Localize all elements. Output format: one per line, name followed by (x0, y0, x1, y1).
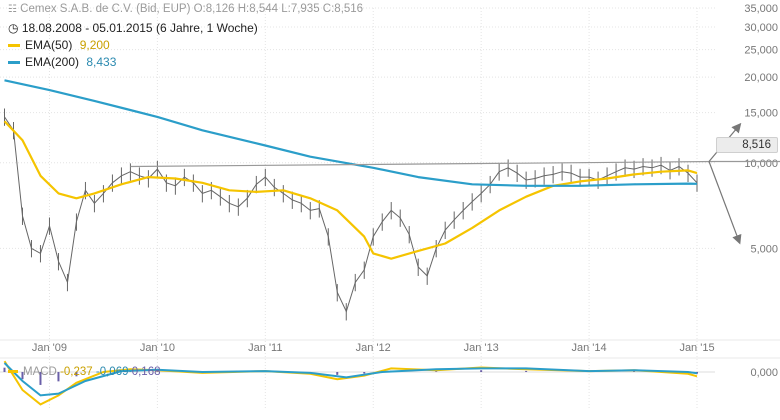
ema200-swatch (8, 61, 20, 65)
open-label: O: (193, 3, 206, 15)
grid (0, 7, 780, 410)
open-value: 8,126 (205, 3, 235, 15)
legend-ema200[interactable]: EMA(200) 8,433 (8, 55, 116, 69)
y-tick-label: 5,000 (750, 243, 778, 255)
chart-logo-icon: ☷ (8, 4, 17, 15)
macd-y-tick-label: 0,000 (750, 367, 778, 379)
macd-swatch (8, 370, 18, 374)
low-value: 7,935 (290, 3, 320, 15)
macd-value2: -0,069 (95, 366, 129, 378)
ema200-label: EMA(200) (25, 55, 80, 69)
macd-legend[interactable]: MACD -0,237 -0,069 0,168 (8, 366, 160, 378)
period-line: ◷ 18.08.2008 - 05.01.2015 (6 Jahre, 1 Wo… (8, 21, 258, 35)
ema50-swatch (8, 44, 20, 48)
x-tick-label: Jan '14 (572, 342, 607, 354)
x-tick-label: Jan '11 (248, 342, 282, 354)
low-label: L: (281, 3, 291, 15)
price-line (4, 116, 698, 313)
macd-value3: 0,168 (131, 366, 161, 378)
x-tick-label: Jan '09 (32, 342, 67, 354)
signal-line (3, 362, 698, 397)
y-tick-label: 10,000 (744, 158, 778, 170)
x-axis: Jan '09 Jan '10 Jan '11 Jan '12 Jan '13 Jan '… (32, 342, 715, 354)
y-tick-label: 25,000 (744, 45, 778, 57)
clock-icon: ◷ (8, 21, 19, 35)
ema200-line (4, 79, 698, 187)
x-tick-label: Jan '12 (356, 342, 391, 354)
close-label: C: (322, 3, 335, 15)
period-text: 18.08.2008 - 05.01.2015 (6 Jahre, 1 Woch… (21, 21, 258, 35)
y-tick-label: 15,000 (744, 108, 778, 120)
arrow-down (708, 161, 742, 245)
macd-panel: 0,000 (0, 360, 778, 406)
ema200-value: 8,433 (86, 55, 117, 69)
x-tick-label: Jan '13 (464, 342, 499, 354)
instrument-title: Cemex S.A.B. de C.V. (Bid, EUP) (20, 3, 191, 15)
y-tick-label: 20,000 (744, 72, 778, 84)
price-badge-value: 8,516 (742, 139, 771, 151)
resistance-trendline (130, 160, 716, 168)
x-tick-label: Jan '10 (140, 342, 175, 354)
high-value: 8,544 (249, 3, 279, 15)
header-quote-line: ☷ Cemex S.A.B. de C.V. (Bid, EUP) O:8,12… (8, 3, 363, 15)
close-value: 8,516 (334, 3, 364, 15)
y-tick-label: 35,000 (744, 3, 778, 15)
y-tick-label: 30,000 (744, 22, 778, 34)
y-axis: 35,000 30,000 25,000 20,000 15,000 10,000 5,00… (744, 3, 778, 255)
annotations (130, 122, 780, 245)
ema50-line (3, 120, 698, 260)
series-layer (3, 79, 698, 321)
ema50-value: 9,200 (79, 38, 110, 52)
high-label: H: (237, 3, 250, 15)
macd-value1: -0,237 (60, 366, 93, 378)
price-badge: 8,516 (716, 137, 778, 153)
macd-label: MACD (23, 366, 57, 378)
legend-ema50[interactable]: EMA(50) 9,200 (8, 38, 110, 52)
x-tick-label: Jan '15 (679, 342, 714, 354)
ema50-label: EMA(50) (25, 38, 73, 52)
